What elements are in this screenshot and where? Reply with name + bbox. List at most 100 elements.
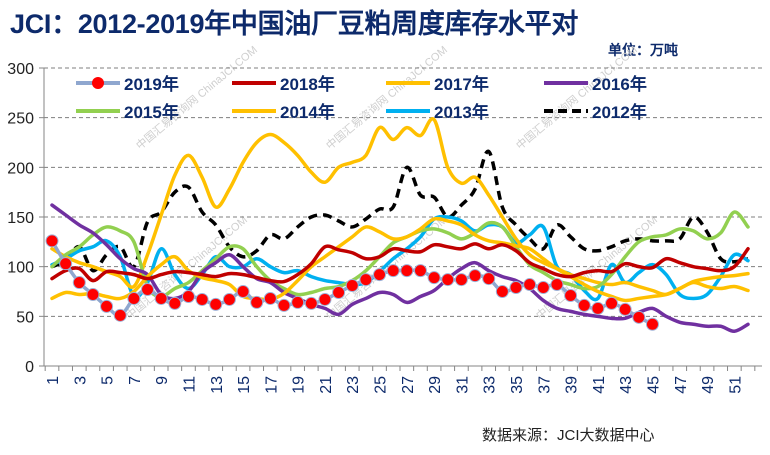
y-tick-label: 200 xyxy=(7,160,34,177)
series-layer xyxy=(45,117,750,333)
x-tick-label: 49 xyxy=(700,376,717,394)
y-tick-label: 300 xyxy=(7,61,34,78)
x-tick-label: 33 xyxy=(482,376,499,394)
data-point xyxy=(291,295,305,309)
legend-label: 2012年 xyxy=(592,102,647,122)
x-tick-label: 9 xyxy=(154,376,171,385)
x-tick-label: 21 xyxy=(318,376,335,394)
legend-label: 2018年 xyxy=(280,74,335,94)
x-tick-label: 47 xyxy=(673,376,690,394)
legend-item: 2014年 xyxy=(232,102,335,122)
watermark-text: 中国汇易咨询网 ChinaJCI.COM xyxy=(133,43,260,153)
data-point xyxy=(113,308,127,322)
watermark-text: 中国汇易咨询网 ChinaJCI.COM xyxy=(323,43,450,153)
data-point xyxy=(564,288,578,302)
x-tick-label: 29 xyxy=(427,376,444,394)
data-point xyxy=(400,264,414,278)
data-point xyxy=(72,276,86,290)
data-point xyxy=(181,289,195,303)
data-point xyxy=(591,301,605,315)
data-point xyxy=(304,296,318,310)
data-point xyxy=(236,285,250,298)
data-point xyxy=(577,298,591,312)
data-point xyxy=(413,264,427,278)
y-tick-label: 0 xyxy=(25,359,34,376)
data-point xyxy=(318,292,332,306)
legend-item: 2019年 xyxy=(76,74,179,94)
data-point xyxy=(536,281,550,295)
legend-item: 2018年 xyxy=(232,74,335,94)
x-tick-label: 27 xyxy=(400,376,417,394)
data-point xyxy=(86,287,100,301)
x-tick-label: 41 xyxy=(591,376,608,394)
series-2012 xyxy=(51,149,749,273)
data-point xyxy=(100,299,114,313)
series-2016 xyxy=(50,203,750,333)
x-tick-label: 19 xyxy=(291,376,308,394)
legend-marker xyxy=(92,77,104,89)
data-point xyxy=(127,291,141,305)
data-point xyxy=(154,291,168,305)
data-point xyxy=(263,291,277,305)
data-point xyxy=(482,272,496,286)
x-tick-label: 31 xyxy=(454,376,471,394)
data-point xyxy=(468,269,482,283)
watermark-text: 中国汇易咨询网 ChinaJCI.COM xyxy=(513,43,640,153)
data-point xyxy=(441,273,455,287)
legend-label: 2019年 xyxy=(124,74,179,94)
y-tick-label: 50 xyxy=(16,309,34,326)
data-point xyxy=(386,264,400,278)
y-tick-label: 250 xyxy=(7,111,34,128)
data-point xyxy=(523,278,537,292)
series-line xyxy=(51,149,749,273)
legend-label: 2014年 xyxy=(280,102,335,122)
series-line xyxy=(50,117,750,297)
data-point xyxy=(195,292,209,306)
data-point xyxy=(222,292,236,306)
data-point xyxy=(618,302,632,316)
data-point xyxy=(632,310,646,324)
legend-label: 2013年 xyxy=(434,102,489,122)
x-tick-label: 7 xyxy=(127,376,144,385)
data-point xyxy=(550,278,564,292)
chart-title: JCI：2012-2019年中国油厂豆粕周度库存水平对 xyxy=(10,9,579,39)
y-tick-label: 100 xyxy=(7,260,34,277)
x-tick-label: 25 xyxy=(373,376,390,394)
legend-label: 2017年 xyxy=(434,74,489,94)
legend-item: 2015年 xyxy=(76,102,179,122)
legend-item: 2016年 xyxy=(544,74,647,94)
data-point xyxy=(605,296,619,310)
x-tick-label: 51 xyxy=(727,376,744,394)
source-note: 数据来源：JCI大数据中心 xyxy=(482,427,655,444)
legend: 2019年 2018年 2017年 2016年 2015年 2014年 2013年 2012年 xyxy=(76,74,647,122)
y-tick-label: 150 xyxy=(7,210,34,227)
x-tick-label: 43 xyxy=(618,376,635,394)
data-point xyxy=(454,273,468,287)
data-point xyxy=(495,285,509,298)
legend-label: 2016年 xyxy=(592,74,647,94)
data-point xyxy=(209,297,223,311)
data-point xyxy=(332,285,346,299)
legend-item: 2017年 xyxy=(386,74,489,94)
x-tick-label: 15 xyxy=(236,376,253,394)
legend-label: 2015年 xyxy=(124,102,179,122)
data-point xyxy=(168,296,182,310)
legend-item: 2012年 xyxy=(544,102,647,122)
data-point xyxy=(427,271,441,285)
series-2018 xyxy=(50,242,750,284)
x-tick-label: 1 xyxy=(45,376,62,385)
data-point xyxy=(250,295,264,309)
data-point xyxy=(645,317,659,331)
series-2019 xyxy=(45,234,659,331)
legend-item: 2013年 xyxy=(386,102,489,122)
data-point xyxy=(45,234,59,248)
data-point xyxy=(277,298,291,312)
unit-label: 单位：万吨 xyxy=(608,42,678,58)
series-2017 xyxy=(50,216,750,303)
data-point xyxy=(509,281,523,295)
data-point xyxy=(59,257,73,271)
x-tick-label: 5 xyxy=(100,376,117,385)
data-point xyxy=(141,283,155,297)
series-line xyxy=(50,203,750,333)
